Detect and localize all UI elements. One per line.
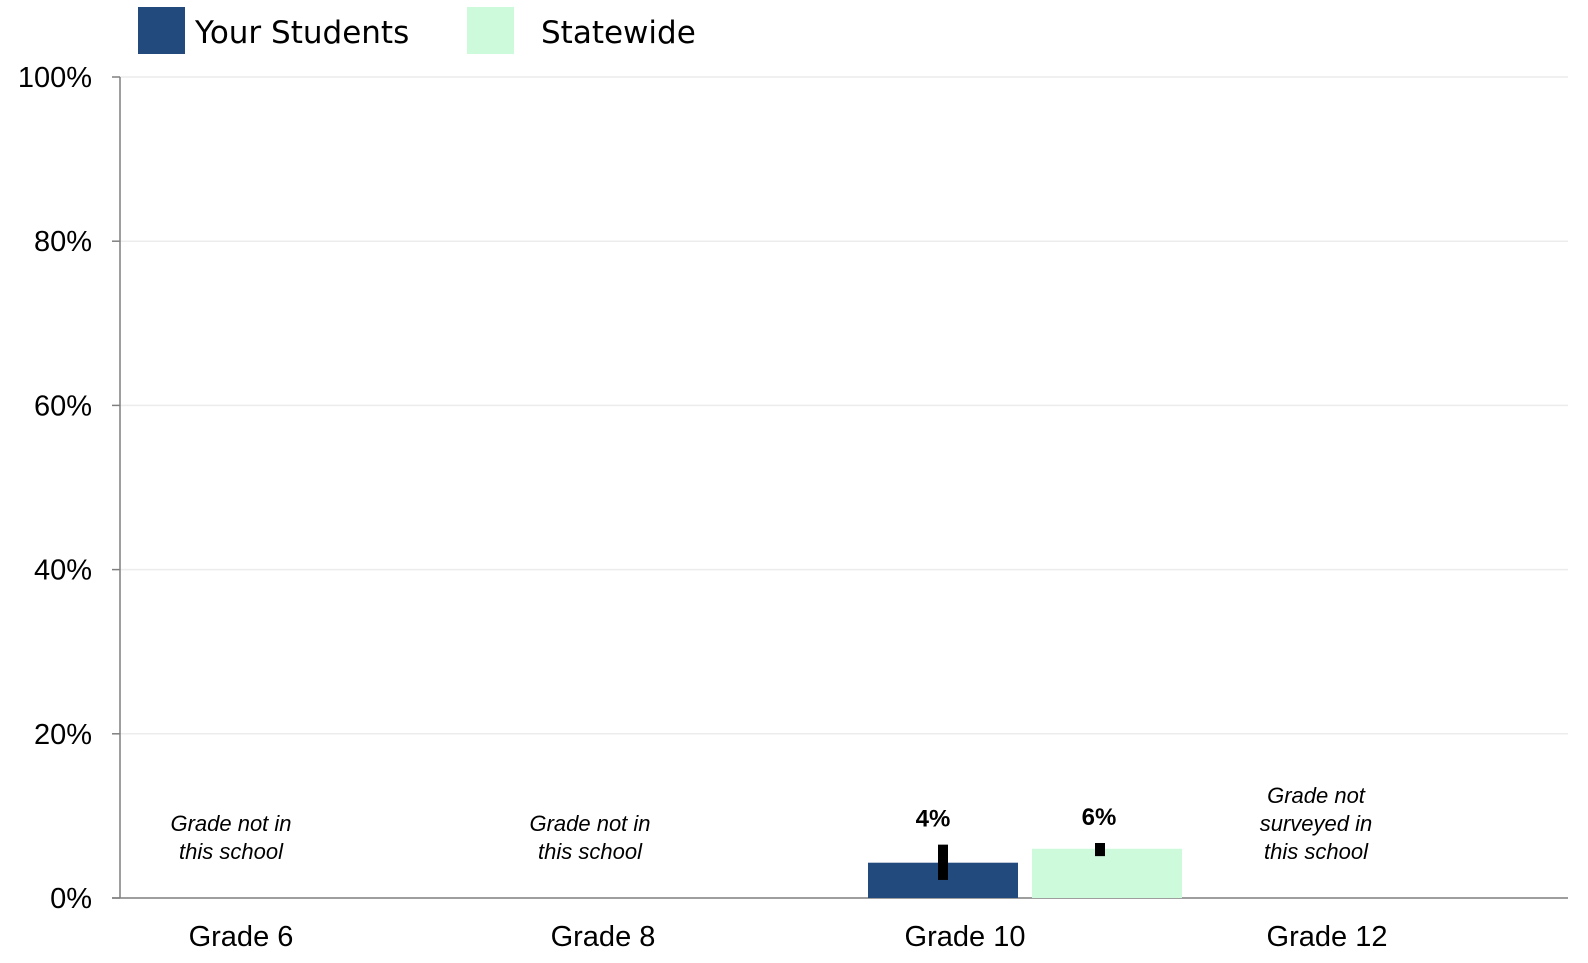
- data-labels: 4% 6%: [916, 804, 1117, 833]
- x-category-label-grade-12: Grade 12: [1267, 921, 1388, 953]
- y-tick-label-100: 100%: [18, 62, 92, 94]
- axes: [112, 76, 1568, 899]
- category-note-grade-12-line-2: this school: [1264, 839, 1369, 864]
- gridlines: [120, 76, 1568, 735]
- x-category-labels: Grade 6 Grade 8 Grade 10 Grade 12: [189, 921, 1388, 953]
- y-tick-label-20: 20%: [34, 719, 92, 751]
- x-category-label-grade-6: Grade 6: [189, 921, 294, 953]
- legend-label-your-students: Your Students: [194, 15, 409, 51]
- x-category-label-grade-8: Grade 8: [551, 921, 656, 953]
- data-label-statewide-grade-10: 6%: [1082, 804, 1117, 831]
- y-tick-label-80: 80%: [34, 226, 92, 258]
- category-notes: Grade not in this school Grade not in this …: [170, 783, 1372, 864]
- y-tick-labels: 0% 20% 40% 60% 80% 100%: [18, 62, 92, 915]
- category-note-grade-6-line-1: this school: [179, 839, 284, 864]
- bar-statewide-grade-10: [1032, 848, 1182, 898]
- y-tick-label-60: 60%: [34, 390, 92, 422]
- category-note-grade-8-line-0: Grade not in: [529, 811, 650, 836]
- legend: Your Students Statewide: [138, 7, 696, 54]
- y-tick-label-0: 0%: [50, 883, 92, 915]
- data-label-your-students-grade-10: 4%: [916, 806, 951, 833]
- category-note-grade-12-line-1: surveyed in: [1260, 811, 1373, 836]
- x-category-label-grade-10: Grade 10: [905, 921, 1026, 953]
- y-tick-label-40: 40%: [34, 555, 92, 587]
- bars: [868, 848, 1182, 898]
- legend-label-statewide: Statewide: [541, 15, 696, 51]
- category-note-grade-6-line-0: Grade not in: [170, 811, 291, 836]
- error-bar-your-students-grade-10: [938, 844, 948, 880]
- error-bars: [938, 842, 1105, 880]
- error-bar-statewide-grade-10: [1095, 842, 1105, 857]
- category-note-grade-8-line-1: this school: [538, 839, 643, 864]
- category-note-grade-12-line-0: Grade not: [1267, 783, 1366, 808]
- legend-swatch-statewide: [467, 7, 514, 54]
- legend-swatch-your-students: [138, 7, 185, 54]
